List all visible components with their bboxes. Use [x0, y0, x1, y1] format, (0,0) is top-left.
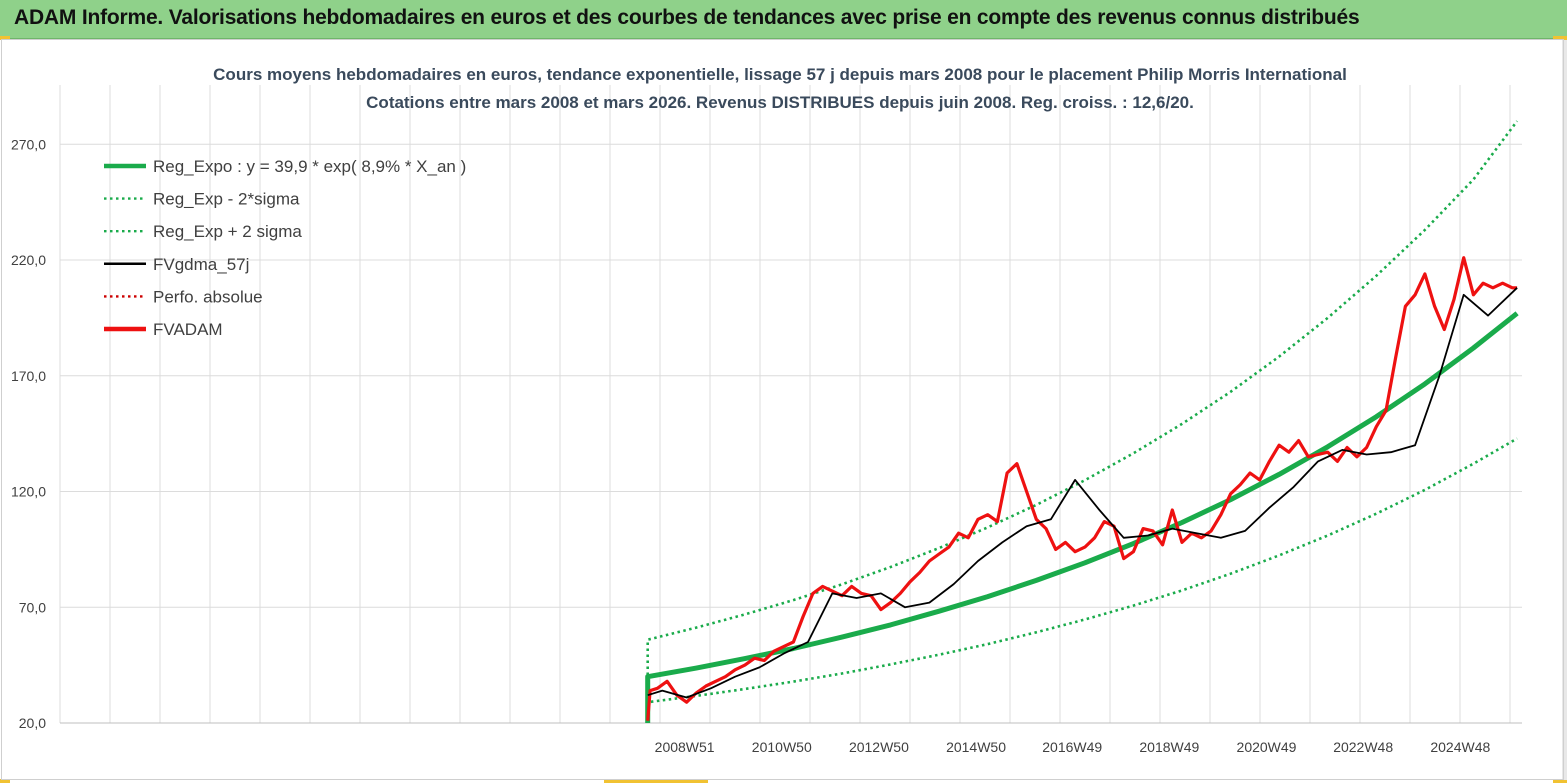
y-tick-label: 170,0 [11, 368, 46, 384]
y-tick-label: 220,0 [11, 252, 46, 268]
y-tick-label: 270,0 [11, 136, 46, 152]
series-fvadam [646, 256, 1518, 721]
y-tick-label: 120,0 [11, 484, 46, 500]
legend-label: FVgdma_57j [153, 255, 249, 274]
x-tick-label: 2020W49 [1237, 739, 1297, 755]
x-tick-label: 2012W50 [849, 739, 909, 755]
x-tick-label: 2022W48 [1333, 739, 1393, 755]
legend-label: Reg_Expo : y = 39,9 * exp( 8,9% * X_an ) [153, 157, 466, 176]
x-tick-label: 2018W49 [1139, 739, 1199, 755]
y-axis-ticks: 20,0 70,0 120,0 170,0 220,0 270,0 [11, 136, 46, 731]
scroll-marker-bottom [604, 779, 708, 783]
report-banner: ADAM Informe. Valorisations hebdomadaire… [0, 0, 1567, 39]
right-edge-strip [1562, 40, 1567, 780]
chart-frame [1, 39, 1564, 780]
legend: Reg_Expo : y = 39,9 * exp( 8,9% * X_an )… [104, 157, 466, 339]
corner-marker-bottom-left [0, 779, 10, 783]
series [645, 120, 1519, 723]
x-axis-ticks: 2008W51 2010W50 2012W50 2014W50 2016W49 2018W… [655, 739, 1491, 755]
x-tick-label: 2024W48 [1430, 739, 1490, 755]
legend-label: Perfo. absolue [153, 287, 263, 306]
series-reg-plus-2sigma [646, 120, 1519, 723]
x-tick-label: 2010W50 [752, 739, 812, 755]
x-tick-label: 2016W49 [1042, 739, 1102, 755]
series-reg-expo [645, 311, 1519, 723]
x-tick-label: 2008W51 [655, 739, 715, 755]
series-reg-minus-2sigma [646, 437, 1518, 723]
legend-label: Reg_Exp - 2*sigma [153, 190, 300, 209]
corner-marker-top-left [0, 36, 10, 40]
chart-subtitle: Cotations entre mars 2008 et mars 2026. … [366, 93, 1194, 112]
legend-label: FVADAM [153, 320, 223, 339]
y-tick-label: 20,0 [19, 715, 46, 731]
legend-label: Reg_Exp + 2 sigma [153, 222, 302, 241]
series-fvgdma-57j [647, 287, 1518, 699]
report-title: ADAM Informe. Valorisations hebdomadaire… [14, 6, 1360, 29]
y-tick-label: 70,0 [19, 599, 46, 615]
grid [59, 85, 1522, 724]
x-tick-label: 2014W50 [946, 739, 1006, 755]
chart-title: Cours moyens hebdomadaires en euros, ten… [213, 65, 1347, 84]
corner-marker-top-right [1553, 36, 1567, 40]
corner-marker-bottom-right [1553, 779, 1567, 783]
